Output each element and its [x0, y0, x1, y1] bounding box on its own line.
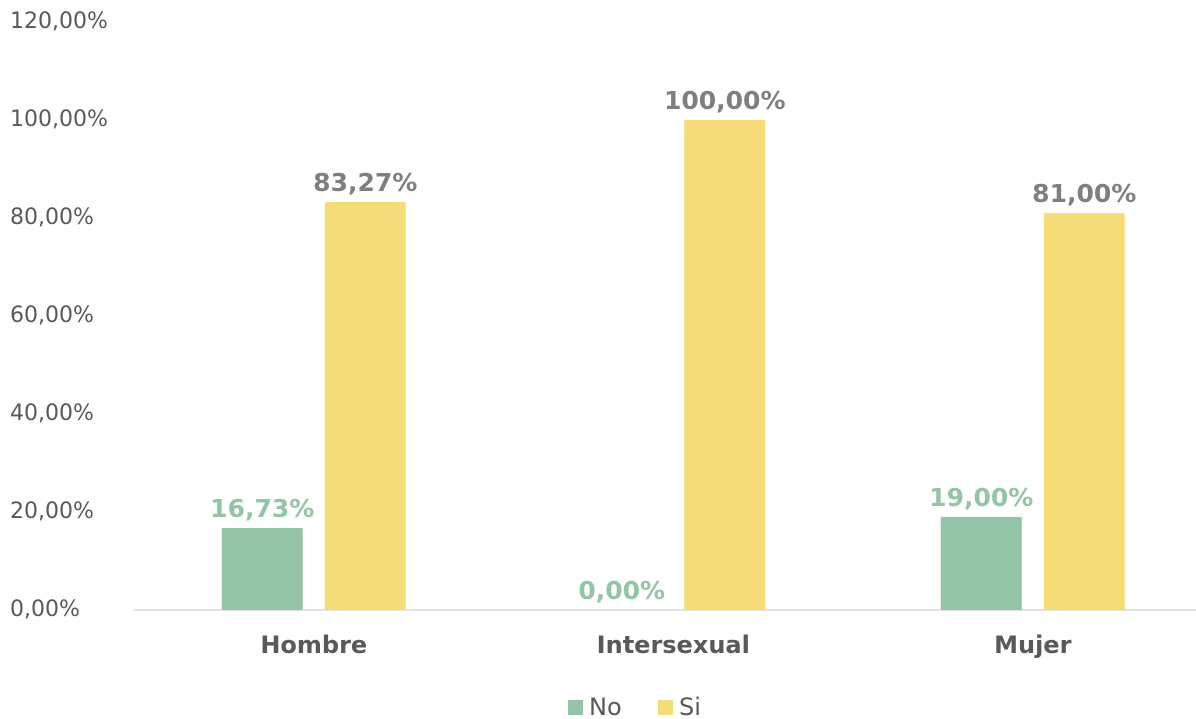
y-tick-label: 60,00% — [10, 303, 94, 328]
bar — [940, 516, 1022, 610]
x-tick-label: Hombre — [260, 631, 367, 659]
data-label: 83,27% — [313, 168, 417, 197]
legend-swatch — [568, 700, 583, 715]
data-label: 81,00% — [1032, 179, 1136, 208]
x-tick-label: Intersexual — [597, 631, 750, 659]
bar — [221, 528, 303, 610]
y-tick-label: 100,00% — [10, 107, 108, 132]
y-tick-label: 20,00% — [10, 499, 94, 524]
y-tick-label: 40,00% — [10, 401, 94, 426]
y-tick-label: 0,00% — [10, 597, 80, 622]
data-label: 100,00% — [664, 86, 786, 115]
legend-label: No — [589, 693, 622, 719]
bar — [324, 201, 406, 611]
bar — [1043, 213, 1125, 610]
x-tick-label: Mujer — [994, 631, 1071, 659]
bar — [684, 120, 766, 610]
data-label: 0,00% — [578, 576, 665, 605]
data-label: 19,00% — [929, 483, 1033, 512]
legend-label: Si — [679, 693, 701, 719]
legend-swatch — [658, 700, 673, 715]
y-tick-label: 80,00% — [10, 205, 94, 230]
data-label: 16,73% — [210, 494, 314, 523]
y-tick-label: 120,00% — [10, 9, 108, 34]
